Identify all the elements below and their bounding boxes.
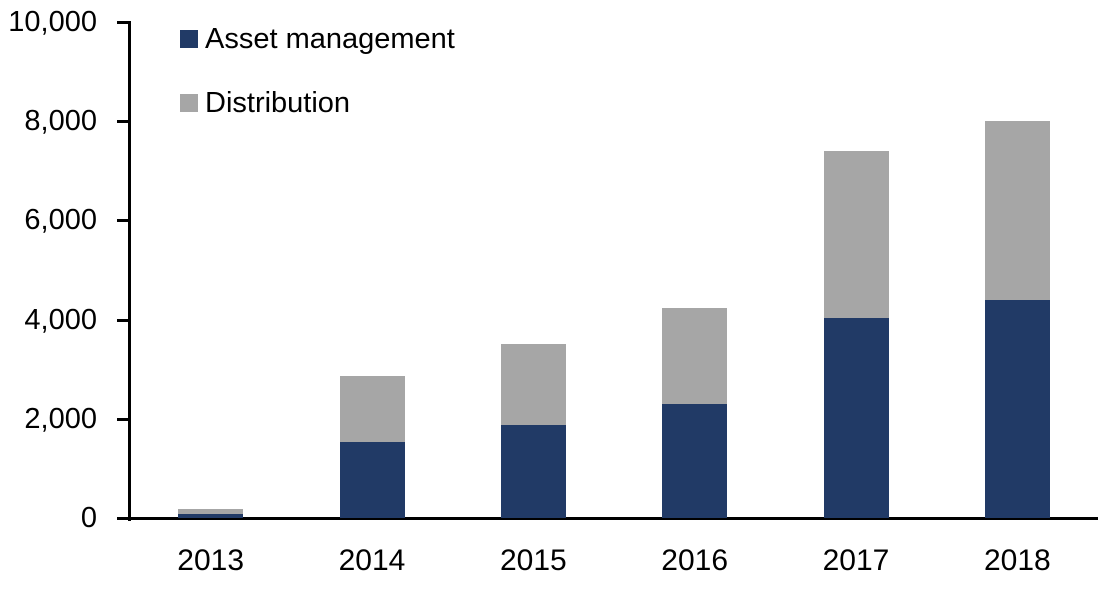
x-axis-label-2014: 2014	[338, 544, 406, 577]
x-axis-label-2018: 2018	[983, 544, 1051, 577]
x-axis-label-2017: 2017	[822, 544, 890, 577]
y-axis-tick-label: 8,000	[24, 105, 97, 138]
bar-segment-distribution-2016	[662, 307, 728, 405]
legend-item-asset-management: Asset management	[180, 22, 455, 55]
y-axis-tick-label: 0	[80, 502, 97, 534]
legend-label: Asset management	[205, 22, 455, 55]
bar-segment-asset-management-2017	[823, 318, 889, 518]
legend-item-distribution: Distribution	[180, 86, 455, 119]
bar-segment-distribution-2015	[500, 344, 566, 426]
legend-swatch-icon	[180, 30, 198, 48]
bar-segment-asset-management-2013	[178, 514, 244, 518]
x-axis-label-2016: 2016	[661, 544, 729, 577]
bar-segment-distribution-2013	[178, 509, 244, 515]
chart-legend: Asset management Distribution	[180, 22, 455, 155]
legend-swatch-icon	[180, 94, 198, 112]
y-axis-tick	[117, 219, 128, 223]
y-axis-line	[128, 21, 131, 521]
y-axis-tick-label: 2,000	[24, 402, 97, 435]
y-axis-tick	[117, 517, 128, 520]
bar-segment-asset-management-2018	[984, 299, 1050, 518]
x-axis-label-2015: 2015	[499, 544, 567, 577]
y-axis-tick	[117, 120, 128, 124]
x-axis-line	[117, 517, 1098, 520]
y-axis-tick	[117, 21, 128, 24]
bar-segment-asset-management-2014	[339, 442, 405, 518]
x-axis-label-2013: 2013	[177, 544, 245, 577]
y-axis-tick-label: 10,000	[8, 6, 97, 38]
bar-segment-distribution-2017	[823, 151, 889, 319]
y-axis-tick	[117, 417, 128, 421]
y-axis-tick-label: 4,000	[24, 303, 97, 336]
legend-label: Distribution	[205, 86, 351, 119]
bar-segment-asset-management-2015	[500, 425, 566, 518]
y-axis-tick-label: 6,000	[24, 204, 97, 237]
bar-segment-distribution-2014	[339, 376, 405, 443]
bar-segment-asset-management-2016	[662, 404, 728, 518]
y-axis-tick	[117, 318, 128, 322]
bar-segment-distribution-2018	[984, 121, 1050, 300]
